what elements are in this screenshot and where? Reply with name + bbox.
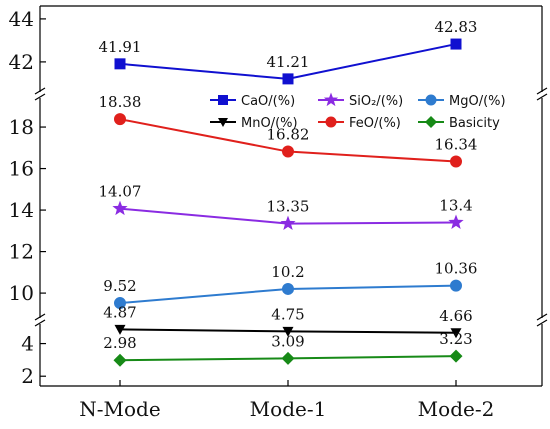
axis-break-slash	[34, 319, 46, 327]
data-point	[448, 214, 464, 229]
legend: CaO/(%) SiO₂/(%) MgO/(%) MnO/(%) FeO/(%) Basi…	[210, 92, 506, 131]
legend-label: MnO/(%)	[241, 116, 298, 131]
legend-label: FeO/(%)	[349, 116, 401, 131]
data-point	[450, 328, 462, 339]
data-point	[113, 353, 127, 367]
data-label: 4.66	[439, 307, 472, 325]
series-5: 2.98 3.09 3.23	[103, 330, 473, 367]
data-label: 42.83	[435, 18, 478, 36]
axis-break-mark	[34, 313, 46, 327]
axis-break-gap	[536, 92, 548, 98]
data-label: 13.4	[439, 197, 472, 215]
legend-item: MnO/(%)	[210, 116, 298, 131]
axis-break-slash	[536, 319, 548, 327]
y-tick-label: 10	[9, 281, 34, 305]
axis-break-slash	[536, 313, 548, 321]
data-point	[282, 145, 294, 158]
data-point	[282, 73, 294, 85]
data-point	[114, 297, 126, 310]
data-label: 10.36	[435, 260, 478, 278]
data-label: 9.52	[103, 277, 136, 295]
legend-item: Basicity	[418, 116, 500, 131]
data-point	[450, 279, 462, 292]
axis-break-slash	[34, 93, 46, 101]
data-label: 3.09	[271, 332, 304, 350]
legend-item: MgO/(%)	[418, 94, 506, 109]
series-1: 14.07 13.35 13.4	[99, 183, 473, 231]
y-tick-label: 4	[21, 332, 34, 356]
data-point	[281, 351, 295, 365]
data-label: 3.23	[439, 330, 472, 348]
data-label: 41.91	[99, 38, 142, 56]
data-point	[112, 200, 128, 216]
y-tick-label: 12	[9, 240, 34, 264]
x-tick-label: Mode-1	[250, 397, 327, 421]
legend-label: CaO/(%)	[241, 94, 295, 109]
legend-marker	[425, 116, 437, 128]
data-point	[450, 38, 462, 50]
data-label: 16.82	[267, 126, 310, 144]
x-tick-label: Mode-2	[418, 397, 495, 421]
axis-break-gap	[536, 318, 548, 324]
data-label: 4.75	[271, 305, 304, 323]
data-label: 18.38	[99, 93, 142, 111]
axis-break-slash	[536, 93, 548, 101]
series-2: 9.52 10.2 10.36	[103, 260, 478, 310]
y-tick-label: 42	[9, 50, 34, 74]
data-label: 2.98	[103, 334, 136, 352]
data-label: 14.07	[99, 183, 142, 201]
x-tick-label: N-Mode	[79, 397, 160, 421]
y-tick-label: 2	[21, 364, 34, 388]
axis-break-slash	[34, 87, 46, 95]
series-4: 18.38 16.82 16.34	[99, 93, 478, 168]
data-point	[282, 282, 294, 295]
data-label: 41.21	[267, 53, 310, 71]
data-point	[114, 58, 126, 70]
data-point	[282, 326, 294, 337]
axes: 42 44 10 12 14 16 18 2 4 N-Mode Mode-1 Mode-2	[9, 5, 548, 421]
axis-break-slash	[536, 87, 548, 95]
data-point	[280, 215, 296, 231]
axis-break-mark	[536, 87, 548, 101]
axis-break-slash	[34, 313, 46, 321]
axis-break-mark	[34, 87, 46, 101]
axis-break-mark	[536, 313, 548, 327]
data-point	[114, 113, 126, 126]
axis-break-gap	[34, 92, 46, 98]
y-tick-label: 44	[9, 7, 34, 31]
legend-label: SiO₂/(%)	[349, 94, 403, 109]
legend-marker	[218, 118, 228, 127]
legend-marker	[425, 94, 437, 106]
legend-item: CaO/(%)	[210, 94, 295, 109]
y-tick-label: 14	[9, 198, 34, 222]
axis-break-gap	[34, 318, 46, 324]
data-label: 10.2	[271, 263, 304, 281]
y-tick-label: 16	[9, 157, 34, 181]
legend-item: SiO₂/(%)	[318, 92, 403, 109]
legend-label: MgO/(%)	[449, 94, 506, 109]
y-tick-label: 18	[9, 115, 34, 139]
data-point	[449, 349, 463, 363]
data-point	[114, 324, 126, 335]
series-3: 4.87 4.75 4.66	[103, 303, 473, 339]
legend-marker	[323, 92, 339, 107]
series-0: 41.91 41.21 42.83	[99, 18, 478, 85]
data-point	[450, 155, 462, 168]
legend-marker	[218, 95, 228, 105]
data-label: 4.87	[103, 303, 136, 321]
data-label: 13.35	[267, 198, 310, 216]
legend-label: Basicity	[449, 116, 500, 131]
data-label: 16.34	[435, 136, 478, 154]
series-group: 41.91 41.21 42.83 14.07 13.35 13.4 9.52 10.2 10.…	[99, 18, 478, 367]
legend-marker	[325, 116, 337, 128]
legend-item: FeO/(%)	[318, 116, 401, 131]
